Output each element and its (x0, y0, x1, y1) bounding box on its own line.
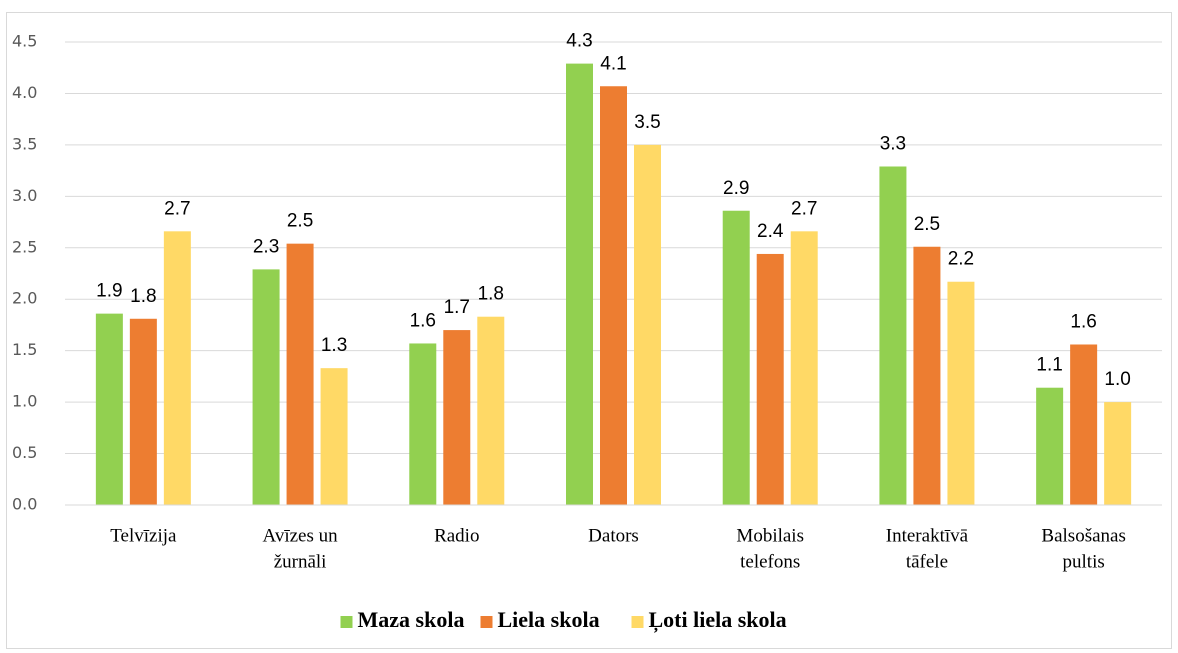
data-label: 2.3 (253, 236, 279, 257)
data-label: 1.3 (321, 335, 347, 356)
data-label: 1.6 (1070, 312, 1096, 333)
data-label: 2.4 (757, 221, 784, 242)
data-label: 1.0 (1104, 369, 1130, 390)
bar (600, 86, 627, 506)
x-tick-label: pultis (1063, 551, 1105, 572)
y-tick-label: 0.5 (12, 443, 37, 462)
data-label: 1.8 (478, 284, 504, 305)
data-label: 3.5 (634, 112, 660, 133)
x-tick-label: telefons (740, 551, 800, 572)
x-tick-label: Avīzes un (263, 525, 339, 546)
x-tick-label: žurnāli (274, 551, 327, 572)
x-tick-label: Dators (588, 525, 639, 546)
y-tick-label: 4.5 (12, 32, 37, 51)
legend-label: Maza skola (358, 607, 465, 632)
data-label: 4.1 (600, 53, 626, 74)
data-label: 2.7 (791, 198, 817, 219)
bar (913, 246, 941, 505)
data-label: 4.3 (566, 31, 592, 52)
bar (443, 330, 471, 505)
y-tick-label: 3.0 (12, 186, 37, 205)
data-label: 2.7 (164, 198, 190, 219)
data-label: 1.6 (410, 310, 436, 331)
data-label: 1.9 (96, 281, 122, 302)
bar (129, 318, 157, 505)
data-label: 1.1 (1036, 355, 1062, 376)
data-label: 2.9 (723, 178, 749, 199)
data-label: 2.2 (948, 249, 974, 270)
legend-swatch (631, 616, 644, 628)
y-tick-label: 3.5 (12, 134, 37, 153)
data-label: 1.7 (444, 297, 470, 318)
bar (95, 313, 123, 505)
data-label: 2.5 (914, 214, 940, 235)
y-tick-label: 4.0 (12, 83, 37, 102)
bar (634, 144, 661, 505)
y-tick-label: 0.0 (12, 495, 37, 514)
bar (722, 210, 750, 505)
x-tick-label: Interaktīvā (886, 525, 969, 546)
x-tick-label: Radio (434, 525, 479, 546)
bar (566, 63, 593, 506)
bar (1070, 344, 1098, 505)
bar (320, 368, 348, 505)
bar (756, 253, 784, 505)
data-label: 3.3 (880, 134, 906, 155)
bar (477, 316, 505, 505)
data-label: 2.5 (287, 211, 313, 232)
bar (790, 231, 818, 505)
bar (252, 269, 280, 505)
x-tick-label: Balsošanas (1041, 525, 1125, 546)
legend-label: Liela skola (498, 607, 600, 632)
y-tick-label: 1.0 (12, 392, 37, 411)
bar (1104, 402, 1132, 505)
legend-label: Ļoti liela skola (649, 607, 787, 633)
legend-swatch (340, 616, 353, 628)
bar (409, 343, 437, 505)
y-tick-label: 1.5 (12, 340, 37, 359)
bar (879, 166, 907, 506)
y-tick-label: 2.0 (12, 289, 37, 308)
x-tick-label: tāfele (906, 551, 948, 572)
x-tick-label: Mobilais (736, 525, 804, 546)
x-tick-label: Telvīzija (110, 525, 177, 546)
legend-swatch (480, 616, 493, 628)
y-tick-label: 2.5 (12, 237, 37, 256)
bar (947, 281, 975, 505)
data-label: 1.8 (130, 286, 156, 307)
bar (1036, 387, 1064, 505)
bar (286, 243, 314, 505)
bar (163, 231, 191, 505)
